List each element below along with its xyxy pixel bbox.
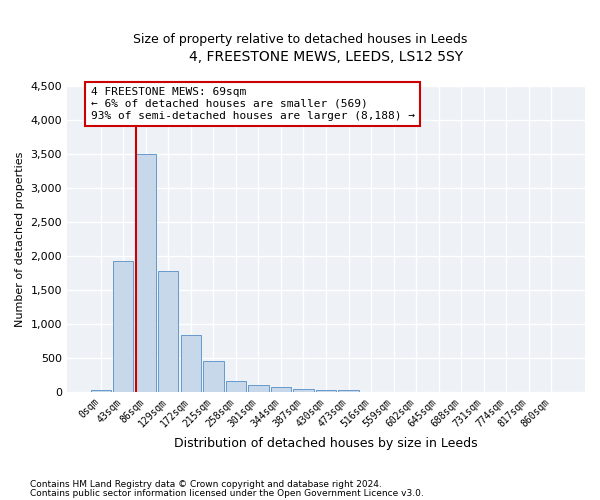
Y-axis label: Number of detached properties: Number of detached properties bbox=[15, 151, 25, 326]
Bar bbox=[293, 389, 314, 392]
Bar bbox=[271, 387, 291, 392]
Text: Size of property relative to detached houses in Leeds: Size of property relative to detached ho… bbox=[133, 32, 467, 46]
Bar bbox=[226, 381, 246, 392]
Bar bbox=[316, 390, 336, 392]
Text: 4 FREESTONE MEWS: 69sqm
← 6% of detached houses are smaller (569)
93% of semi-de: 4 FREESTONE MEWS: 69sqm ← 6% of detached… bbox=[91, 88, 415, 120]
Title: 4, FREESTONE MEWS, LEEDS, LS12 5SY: 4, FREESTONE MEWS, LEEDS, LS12 5SY bbox=[189, 50, 463, 64]
Bar bbox=[113, 262, 133, 392]
Bar bbox=[136, 154, 156, 392]
Bar bbox=[158, 271, 178, 392]
Text: Contains HM Land Registry data © Crown copyright and database right 2024.: Contains HM Land Registry data © Crown c… bbox=[30, 480, 382, 489]
Bar bbox=[248, 386, 269, 392]
X-axis label: Distribution of detached houses by size in Leeds: Distribution of detached houses by size … bbox=[174, 437, 478, 450]
Text: Contains public sector information licensed under the Open Government Licence v3: Contains public sector information licen… bbox=[30, 488, 424, 498]
Bar bbox=[203, 360, 224, 392]
Bar bbox=[91, 390, 111, 392]
Bar bbox=[338, 390, 359, 392]
Bar bbox=[181, 334, 201, 392]
